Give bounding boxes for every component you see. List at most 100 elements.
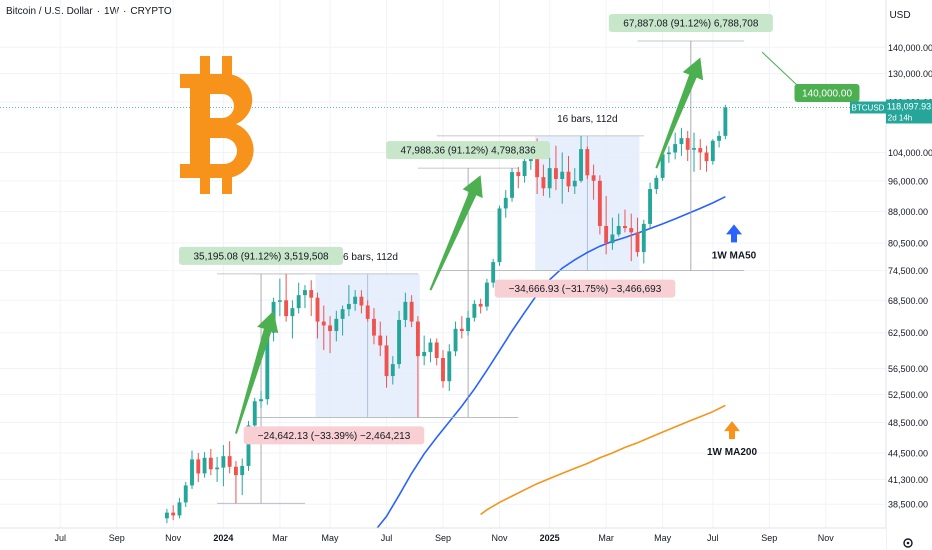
settings-gear-icon[interactable] [903,538,913,548]
candle[interactable] [303,285,307,309]
candle[interactable] [415,316,420,418]
candle[interactable] [510,168,514,202]
candle[interactable] [723,104,728,140]
candle[interactable] [196,452,201,482]
candle[interactable] [704,145,709,172]
candle[interactable] [679,127,684,156]
candle[interactable] [629,213,634,262]
candle[interactable] [202,452,207,478]
candle[interactable] [616,213,621,237]
price-axis[interactable] [886,0,932,550]
candle[interactable] [190,450,194,489]
candle[interactable] [547,157,552,198]
candle[interactable] [623,209,627,233]
candle[interactable] [604,195,609,255]
candle[interactable] [673,132,678,160]
logo-bar [200,174,210,194]
candle[interactable] [472,300,477,322]
candle[interactable] [654,175,659,194]
candle[interactable] [359,290,364,314]
candle[interactable] [434,338,439,366]
candle[interactable] [648,182,653,229]
candle-body [372,318,376,336]
candle[interactable] [554,145,558,191]
candle[interactable] [566,155,571,193]
candle[interactable] [447,344,452,392]
candle[interactable] [208,449,213,476]
candle[interactable] [459,316,464,339]
candle[interactable] [177,497,182,519]
candle[interactable] [353,290,358,311]
candle[interactable] [635,217,640,257]
growth-arrow-icon [655,57,704,169]
candle[interactable] [403,292,408,328]
candle[interactable] [240,458,245,496]
candle-body [692,148,696,150]
candle-body [441,357,445,382]
candle[interactable] [641,219,646,264]
candle[interactable] [478,298,483,314]
candle[interactable] [227,441,232,474]
candle[interactable] [164,508,169,524]
candle[interactable] [233,461,238,504]
candle[interactable] [428,338,433,363]
candle[interactable] [717,131,722,148]
candle[interactable] [692,132,696,172]
candle[interactable] [397,310,402,369]
candle[interactable] [328,316,332,354]
candle[interactable] [466,310,471,336]
candle[interactable] [277,278,282,317]
candle[interactable] [321,305,326,351]
interval[interactable]: 1W [104,6,120,17]
candle[interactable] [346,285,351,317]
candle[interactable] [610,217,615,250]
candle[interactable] [453,321,458,357]
candle[interactable] [309,280,314,317]
candle[interactable] [503,190,508,218]
candle[interactable] [591,164,596,200]
candle[interactable] [541,164,546,196]
exchange: CRYPTO [130,6,172,17]
candle[interactable] [315,292,320,339]
candle[interactable] [384,335,389,388]
candle[interactable] [560,152,565,204]
candle[interactable] [334,310,339,342]
candle[interactable] [579,135,583,183]
chart-title: Bitcoin / U.S. Dollar · 1W · CRYPTO [6,6,172,17]
candle[interactable] [365,300,370,322]
candle[interactable] [221,445,226,487]
measure-up-label: 47,988.36 (91.12%) 4,798,836 [386,141,551,160]
candle[interactable] [290,300,295,339]
time-axis[interactable] [0,528,886,550]
candle[interactable] [390,356,395,385]
candle[interactable] [666,146,671,163]
candle[interactable] [284,273,289,322]
candle[interactable] [484,278,489,311]
candle[interactable] [296,282,301,314]
candle[interactable] [710,139,715,165]
candle[interactable] [597,175,602,235]
candle[interactable] [372,308,376,345]
candle-body [252,401,257,426]
candle[interactable] [378,321,383,357]
candle[interactable] [572,168,577,194]
ma50-label: 1W MA50 [712,250,757,261]
last-price-tag[interactable] [886,99,932,124]
candle[interactable] [183,481,188,508]
candle[interactable] [409,295,414,328]
candle[interactable] [491,258,496,288]
candle[interactable] [171,505,176,521]
candle[interactable] [441,350,445,388]
candle[interactable] [685,131,690,162]
x-tick-label: Jul [707,533,719,543]
candle[interactable] [422,335,427,366]
candle[interactable] [698,139,703,170]
candle[interactable] [259,391,263,409]
candle[interactable] [516,167,521,189]
candle[interactable] [340,305,345,336]
candle[interactable] [497,205,502,266]
candle[interactable] [585,146,590,179]
candle[interactable] [215,456,220,482]
candle[interactable] [252,397,257,430]
